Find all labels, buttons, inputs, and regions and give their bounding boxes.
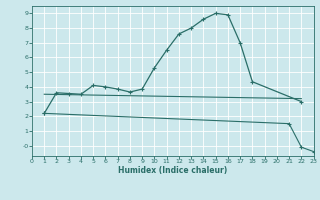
X-axis label: Humidex (Indice chaleur): Humidex (Indice chaleur) (118, 166, 228, 175)
